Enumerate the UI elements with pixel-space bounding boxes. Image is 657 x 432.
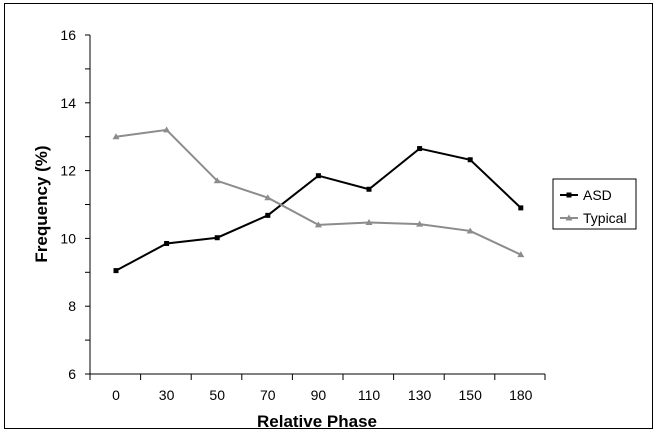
series-layer [112, 126, 525, 274]
chart-frame [4, 3, 653, 429]
x-tick-label: 30 [159, 387, 175, 403]
data-point-typical [517, 251, 525, 258]
legend-marker-typical [565, 214, 573, 221]
axes: 6 8 10 12 14 16 0 30 50 70 90 110 130 150 180 [60, 27, 546, 403]
y-tick-label: 12 [60, 163, 76, 179]
data-point-typical [264, 194, 272, 201]
series-line-asd [115, 147, 522, 272]
data-point-typical [314, 221, 322, 228]
x-tick-label: 0 [112, 387, 120, 403]
data-point-typical [416, 220, 424, 227]
x-tick-label: 50 [209, 387, 225, 403]
legend-label-asd: ASD [583, 187, 612, 203]
data-point-typical [112, 133, 120, 140]
x-tick-label: 70 [260, 387, 276, 403]
y-tick-label: 6 [68, 366, 76, 382]
data-point-typical [213, 177, 221, 184]
data-point-asd [113, 268, 119, 274]
legend-box [552, 178, 637, 230]
data-point-asd [417, 146, 423, 152]
x-tick-label: 90 [311, 387, 327, 403]
series-line-typical [115, 128, 522, 256]
data-point-asd [265, 212, 271, 218]
y-tick-label: 10 [60, 230, 76, 246]
data-point-typical [365, 218, 373, 225]
data-point-asd [366, 186, 372, 192]
data-point-typical [466, 227, 474, 234]
x-tick-label: 150 [459, 387, 483, 403]
data-point-asd [518, 205, 524, 211]
data-point-asd [214, 235, 220, 241]
data-point-asd [467, 157, 473, 163]
data-point-asd [315, 173, 321, 179]
y-tick-label: 14 [60, 95, 76, 111]
y-tick-label: 16 [60, 27, 76, 43]
y-axis-title: Frequency (%) [32, 145, 51, 262]
legend-label-typical: Typical [583, 210, 627, 226]
x-tick-label: 180 [509, 387, 533, 403]
x-tick-label: 130 [408, 387, 432, 403]
data-point-asd [164, 240, 170, 246]
legend: ASD Typical [552, 178, 637, 230]
x-tick-label: 110 [358, 387, 381, 403]
legend-marker-asd [566, 192, 572, 198]
y-tick-label: 8 [68, 298, 76, 314]
x-axis-title: Relative Phase [257, 412, 377, 431]
data-point-typical [163, 126, 171, 133]
